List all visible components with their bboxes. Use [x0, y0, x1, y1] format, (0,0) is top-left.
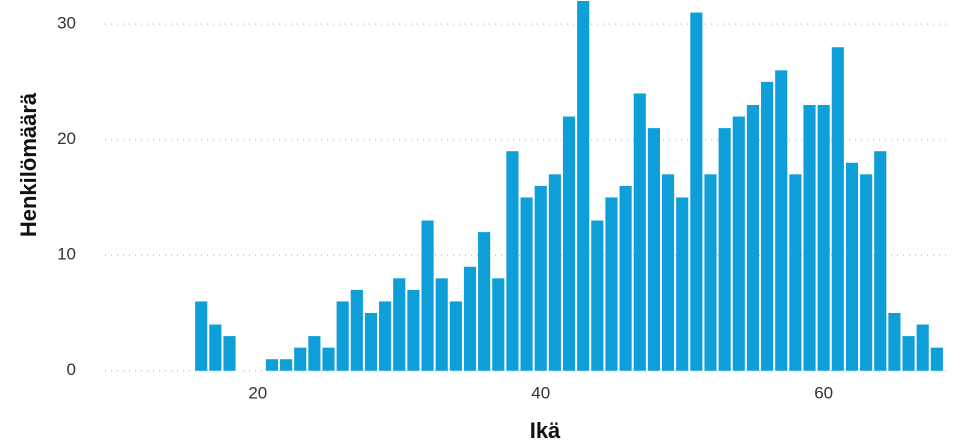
bar [704, 174, 717, 371]
bar [435, 278, 448, 371]
y-tick-label: 20 [57, 129, 76, 148]
bar [265, 359, 279, 371]
bar [732, 116, 745, 371]
bar [308, 336, 321, 371]
bar [336, 301, 349, 371]
bar [463, 266, 477, 371]
bar [860, 174, 873, 371]
bar [789, 174, 802, 371]
bar [874, 151, 887, 371]
bar [647, 128, 660, 371]
bar [676, 197, 689, 371]
bar [506, 151, 519, 371]
bar [761, 81, 774, 371]
bar [492, 278, 505, 371]
bar [223, 336, 236, 371]
bar [690, 12, 703, 371]
bar [209, 324, 222, 371]
bar [633, 93, 646, 371]
bar [322, 347, 335, 371]
x-tick-label: 60 [814, 383, 833, 402]
y-tick-label: 30 [57, 14, 76, 33]
bar [930, 347, 943, 371]
bar [661, 174, 675, 371]
x-axis-label: Ikä [530, 418, 561, 443]
bar [775, 70, 788, 371]
bar [449, 301, 462, 371]
x-tick-label: 40 [531, 383, 550, 402]
x-tick-label: 20 [248, 383, 267, 402]
bar [520, 197, 533, 371]
bar [902, 336, 915, 371]
bar [845, 162, 859, 371]
bar [195, 301, 208, 371]
bar [350, 289, 363, 371]
bar [534, 185, 547, 371]
bar [548, 174, 561, 371]
bar [280, 359, 293, 371]
bar [478, 232, 491, 371]
bar [577, 1, 590, 371]
bar [817, 104, 830, 371]
bar [421, 220, 434, 371]
bar [718, 128, 731, 371]
y-tick-label: 0 [67, 360, 76, 379]
y-tick-label: 10 [57, 245, 76, 264]
y-axis-label: Henkilömäärä [16, 92, 41, 237]
bar [379, 301, 392, 371]
bar [562, 116, 576, 371]
bar [746, 104, 760, 371]
bar [591, 220, 604, 371]
bar [619, 185, 632, 371]
bar [803, 104, 816, 371]
bar [294, 347, 307, 371]
bar [605, 197, 618, 371]
bar [393, 278, 406, 371]
bar [916, 324, 929, 371]
bar [831, 47, 844, 371]
bar [407, 289, 420, 371]
bar [364, 312, 378, 371]
bar [888, 312, 901, 371]
